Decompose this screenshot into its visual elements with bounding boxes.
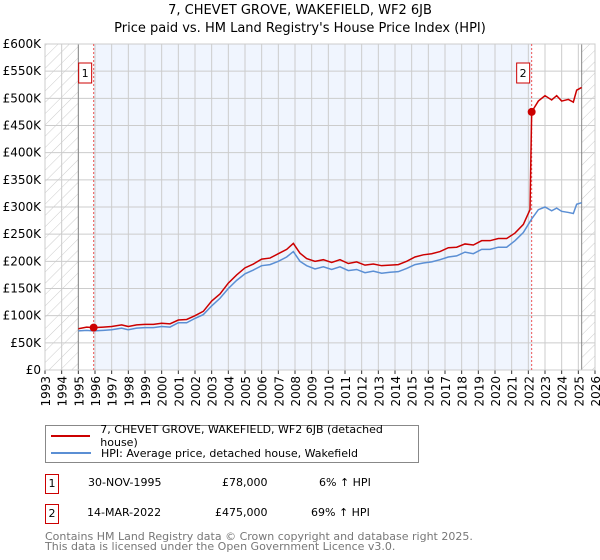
y-tick-label: £250K (3, 227, 43, 241)
x-tick-label: 1994 (56, 376, 70, 407)
sale-date: 30-NOV-1995 (88, 476, 162, 489)
sale-point-marker (527, 107, 536, 116)
legend-label: 7, CHEVET GROVE, WAKEFIELD, WF2 6JB (det… (100, 423, 383, 449)
y-tick-label: £550K (3, 64, 43, 78)
y-tick-label: £200K (3, 254, 43, 268)
sale-marker-badge: 1 (45, 474, 59, 494)
x-tick-label: 2011 (339, 376, 353, 407)
x-tick-label: 2005 (239, 376, 253, 407)
x-tick-label: 2020 (489, 376, 503, 407)
table-row: 2 14-MAR-2022 £475,000 69% ↑ HPI (45, 504, 445, 524)
x-tick-label: 2008 (289, 376, 303, 407)
x-tick-label: 2017 (439, 376, 453, 407)
x-tick-label: 2013 (372, 376, 386, 407)
footer-copyright: Contains HM Land Registry data © Crown c… (45, 530, 473, 543)
legend-item-property: 7, CHEVET GROVE, WAKEFIELD, WF2 6JB (det… (46, 423, 418, 449)
chart-subtitle: Price paid vs. HM Land Registry's House … (114, 21, 486, 36)
x-tick-label: 2007 (272, 376, 286, 407)
hpi-series-line (78, 201, 582, 332)
x-tick-label: 1997 (106, 376, 120, 407)
x-tick-label: 2000 (156, 376, 170, 407)
sale-point-marker (89, 323, 98, 332)
price-chart: 1993 1994 1995 1996 1997 1998 1999 2000 2001 2002… (3, 37, 600, 407)
sale-label-box (516, 62, 531, 84)
x-tick-label: 2024 (556, 376, 570, 407)
x-tick-label: 2004 (222, 376, 236, 407)
x-tick-label: 2026 (589, 376, 600, 407)
y-tick-label: £300K (3, 200, 43, 214)
x-tick-label: 2014 (389, 376, 403, 407)
legend: 7, CHEVET GROVE, WAKEFIELD, WF2 6JB (det… (45, 423, 419, 463)
sale-price: £78,000 (222, 476, 268, 489)
sale-price: £475,000 (215, 506, 268, 519)
sale-date: 14-MAR-2022 (87, 506, 162, 519)
x-tick-label: 2019 (472, 376, 486, 407)
x-tick-label: 2021 (506, 376, 520, 407)
y-tick-label: £100K (3, 309, 43, 323)
x-tick-label: 1998 (122, 376, 136, 407)
x-tick-label: 2001 (172, 376, 186, 407)
y-tick-label: £350K (3, 173, 43, 187)
property-series-line (78, 86, 583, 330)
legend-swatch-red (51, 435, 91, 437)
footer-licence: This data is licensed under the Open Gov… (45, 540, 396, 553)
y-tick-label: £50K (10, 336, 42, 350)
sale-marker-badge: 2 (45, 504, 59, 524)
sale-label-box (78, 62, 93, 84)
x-tick-label: 2002 (189, 376, 203, 407)
legend-label: HPI: Average price, detached house, Wake… (101, 446, 359, 460)
chart-title: 7, CHEVET GROVE, WAKEFIELD, WF2 6JB (168, 3, 432, 18)
x-tick-label: 2025 (572, 376, 586, 407)
x-tick-label: 2012 (356, 376, 370, 407)
y-tick-label: £0 (26, 363, 41, 377)
y-tick-label: £450K (3, 119, 43, 133)
x-tick-label: 2003 (206, 376, 220, 407)
x-tick-label: 2018 (456, 376, 470, 407)
x-tick-label: 2016 (422, 376, 436, 407)
x-tick-label: 2009 (306, 376, 320, 407)
y-tick-label: £150K (3, 282, 43, 296)
x-tick-label: 2010 (322, 376, 336, 407)
x-tick-label: 2015 (406, 376, 420, 407)
x-tick-label: 2006 (256, 376, 270, 407)
y-tick-label: £500K (3, 91, 43, 105)
y-tick-label: £600K (3, 37, 43, 51)
sale-label: 2 (520, 67, 527, 80)
x-tick-label: 1996 (89, 376, 103, 407)
x-tick-label: 1993 (39, 376, 53, 407)
y-tick-label: £400K (3, 146, 43, 160)
plot-frame (44, 43, 596, 371)
sale-label: 1 (82, 67, 89, 80)
sale-hpi-diff: 69% ↑ HPI (311, 506, 370, 519)
legend-item-hpi: HPI: Average price, detached house, Wake… (46, 445, 358, 461)
x-tick-label: 2023 (539, 376, 553, 407)
x-tick-label: 1995 (72, 376, 86, 407)
table-row: 1 30-NOV-1995 £78,000 6% ↑ HPI (45, 474, 445, 494)
sale-hpi-diff: 6% ↑ HPI (319, 476, 371, 489)
x-tick-label: 2022 (522, 376, 536, 407)
legend-swatch-blue (51, 452, 91, 454)
x-tick-label: 1999 (139, 376, 153, 407)
